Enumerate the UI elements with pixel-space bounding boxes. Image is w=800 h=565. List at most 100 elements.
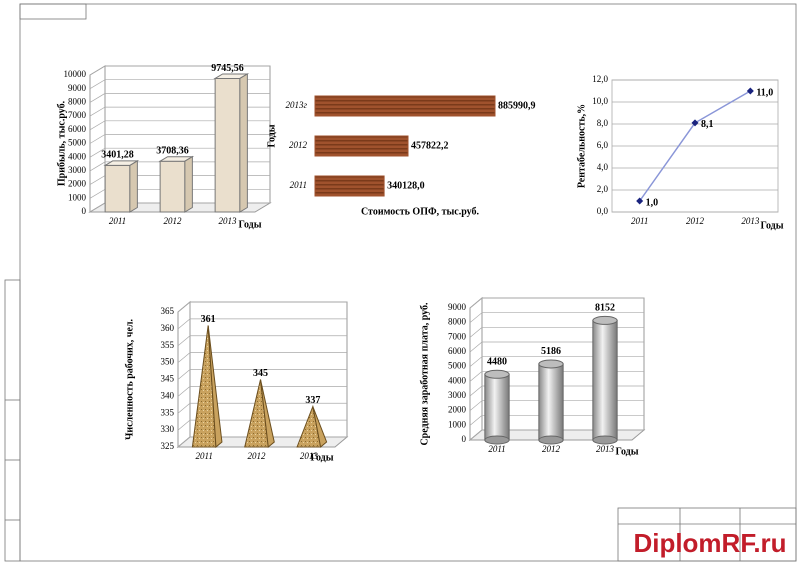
- y-tick-label: 9000: [68, 83, 87, 93]
- x-tick-label: 2011: [109, 216, 126, 226]
- value-label: 4480: [487, 357, 507, 368]
- cylinder-top: [538, 359, 564, 369]
- y-tick-label: 335: [161, 407, 175, 417]
- grid-line: [469, 326, 644, 338]
- y-tick-label: 2013г: [285, 100, 307, 110]
- y-tick-label: 350: [161, 357, 175, 367]
- pyramid-side: [207, 325, 223, 449]
- y-tick-label: 1000: [68, 192, 87, 202]
- y-tick-label: 340: [161, 390, 175, 400]
- x-tick-label: 2013: [300, 451, 319, 461]
- value-label: 885990,9: [498, 100, 536, 111]
- y-tick-label: 2011: [290, 180, 307, 190]
- x-axis-label: Годы: [310, 452, 333, 463]
- x-tick-label: 2011: [488, 444, 505, 454]
- drawing-frame: [4, 3, 797, 562]
- bar: [314, 95, 496, 117]
- y-tick-label: 3000: [448, 390, 467, 400]
- y-tick-label: 345: [161, 374, 175, 384]
- value-label: 457822,2: [411, 140, 449, 151]
- x-axis-label: Годы: [760, 220, 783, 231]
- y-tick-label: 2000: [68, 179, 87, 189]
- y-tick-label: 8000: [68, 96, 87, 106]
- grid-line: [469, 297, 644, 309]
- y-tick-label: 325: [161, 441, 175, 451]
- y-tick-label: 5000: [448, 361, 467, 371]
- grid-line: [469, 312, 644, 323]
- bar-side: [184, 155, 193, 213]
- x-tick-label: 2013: [219, 216, 238, 226]
- grid-line: [177, 419, 347, 431]
- y-tick-label: 3000: [68, 165, 87, 175]
- x-tick-label: 2012: [542, 444, 561, 454]
- value-label: 9745,56: [211, 63, 244, 74]
- cylinder-top: [592, 315, 618, 325]
- pyramid-side: [260, 379, 275, 448]
- y-tick-label: 9000: [448, 302, 467, 312]
- y-tick-label: 10000: [64, 69, 87, 79]
- value-label: 340128,0: [387, 180, 425, 191]
- value-label: 11,0: [756, 87, 773, 98]
- cylinder-top: [484, 369, 510, 379]
- cylinder-base: [484, 435, 510, 445]
- grid-line: [177, 352, 347, 363]
- y-tick-label: 4000: [68, 151, 87, 161]
- y-tick-label: 7000: [68, 110, 87, 120]
- y-axis-label: Средняя заработная плата, руб.: [419, 302, 430, 446]
- y-tick-label: 4000: [448, 375, 467, 385]
- bar: [314, 175, 385, 197]
- pyramid-side: [312, 406, 328, 448]
- grid-line: [469, 414, 644, 426]
- value-label: 3401,28: [101, 150, 134, 161]
- bar: [314, 135, 409, 157]
- grid-line: [177, 369, 347, 380]
- value-label: 345: [253, 368, 268, 379]
- value-label: 1,0: [646, 197, 659, 208]
- y-tick-label: 6,0: [597, 140, 609, 150]
- y-tick-label: 12,0: [592, 74, 608, 84]
- y-tick-label: 360: [161, 323, 175, 333]
- x-tick-label: 2012: [686, 216, 705, 226]
- y-tick-label: 7000: [448, 331, 467, 341]
- value-label: 5186: [541, 346, 561, 357]
- cylinder-base: [592, 435, 618, 445]
- x-axis-label: Годы: [615, 446, 638, 457]
- x-tick-label: 2012: [164, 216, 183, 226]
- value-label: 3708,36: [156, 145, 189, 156]
- grid-line: [469, 385, 644, 397]
- grid-line: [89, 65, 270, 76]
- cylinder: [538, 363, 564, 441]
- y-tick-label: 8,0: [597, 118, 609, 128]
- bar-side: [239, 73, 248, 213]
- y-tick-label: 4,0: [597, 162, 609, 172]
- y-tick-label: 330: [161, 424, 175, 434]
- x-tick-label: 2012: [248, 451, 267, 461]
- marker: [691, 119, 699, 127]
- value-label: 8,1: [701, 119, 714, 130]
- y-tick-label: 355: [161, 340, 175, 350]
- y-tick-label: 6000: [448, 346, 467, 356]
- y-tick-label: 1000: [448, 419, 467, 429]
- x-tick-label: 2011: [195, 451, 212, 461]
- grid-line: [469, 400, 644, 411]
- grid-line: [177, 301, 347, 313]
- grid-line: [469, 370, 644, 382]
- grid-line: [469, 429, 644, 441]
- y-axis-label: Рентабельность,%: [576, 104, 587, 188]
- y-tick-label: 8000: [448, 317, 467, 327]
- bar-side: [129, 160, 138, 213]
- grid-line: [177, 386, 347, 397]
- y-tick-label: 2,0: [597, 184, 609, 194]
- x-axis-label: Годы: [238, 219, 261, 230]
- grid-line: [177, 402, 347, 414]
- cylinder: [592, 319, 618, 441]
- grid-line: [177, 335, 347, 347]
- value-label: 361: [201, 314, 216, 325]
- back-wall: [469, 296, 483, 442]
- watermark: DiplomRF.ru: [633, 528, 786, 558]
- cylinder-base: [538, 435, 564, 445]
- grid-line: [469, 356, 644, 367]
- y-tick-label: 0: [82, 206, 87, 216]
- grid-line: [177, 318, 347, 330]
- y-tick-label: 0: [462, 434, 467, 444]
